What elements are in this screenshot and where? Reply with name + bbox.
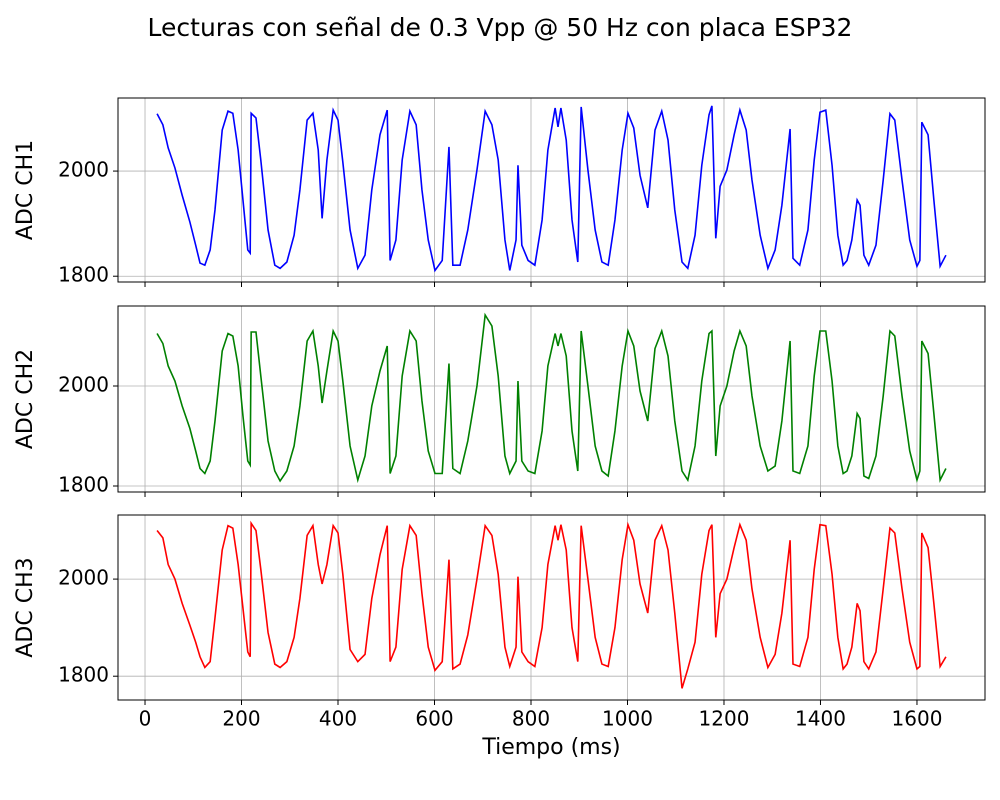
y-tick-label: 2000 [58,566,109,590]
y-tick-label: 2000 [58,158,109,182]
x-tick-label: 600 [415,707,453,731]
data-line [156,105,947,273]
x-tick-label: 1600 [892,707,943,731]
data-line [156,312,947,484]
x-tick-label: 1400 [795,707,846,731]
y-tick-label: 2000 [58,373,109,397]
x-axis-label: Tiempo (ms) [481,735,620,760]
data-line [156,520,947,689]
y-tick-label: 1800 [58,663,109,687]
x-tick-label: 800 [512,707,550,731]
x-tick-label: 200 [222,707,260,731]
x-tick-label: 1200 [699,707,750,731]
figure-title: Lecturas con señal de 0.3 Vpp @ 50 Hz co… [148,13,853,42]
axes-frame [117,97,986,283]
axes-frame [117,305,986,493]
y-axis-label: ADC CH2 [13,349,38,449]
x-tick-label: 1000 [602,707,653,731]
y-tick-label: 1800 [58,263,109,287]
x-tick-label: 400 [319,707,357,731]
axes-frame [117,514,986,701]
y-axis-label: ADC CH3 [13,557,38,657]
y-axis-label: ADC CH1 [13,140,38,240]
y-tick-label: 1800 [58,473,109,497]
x-tick-label: 0 [139,707,152,731]
